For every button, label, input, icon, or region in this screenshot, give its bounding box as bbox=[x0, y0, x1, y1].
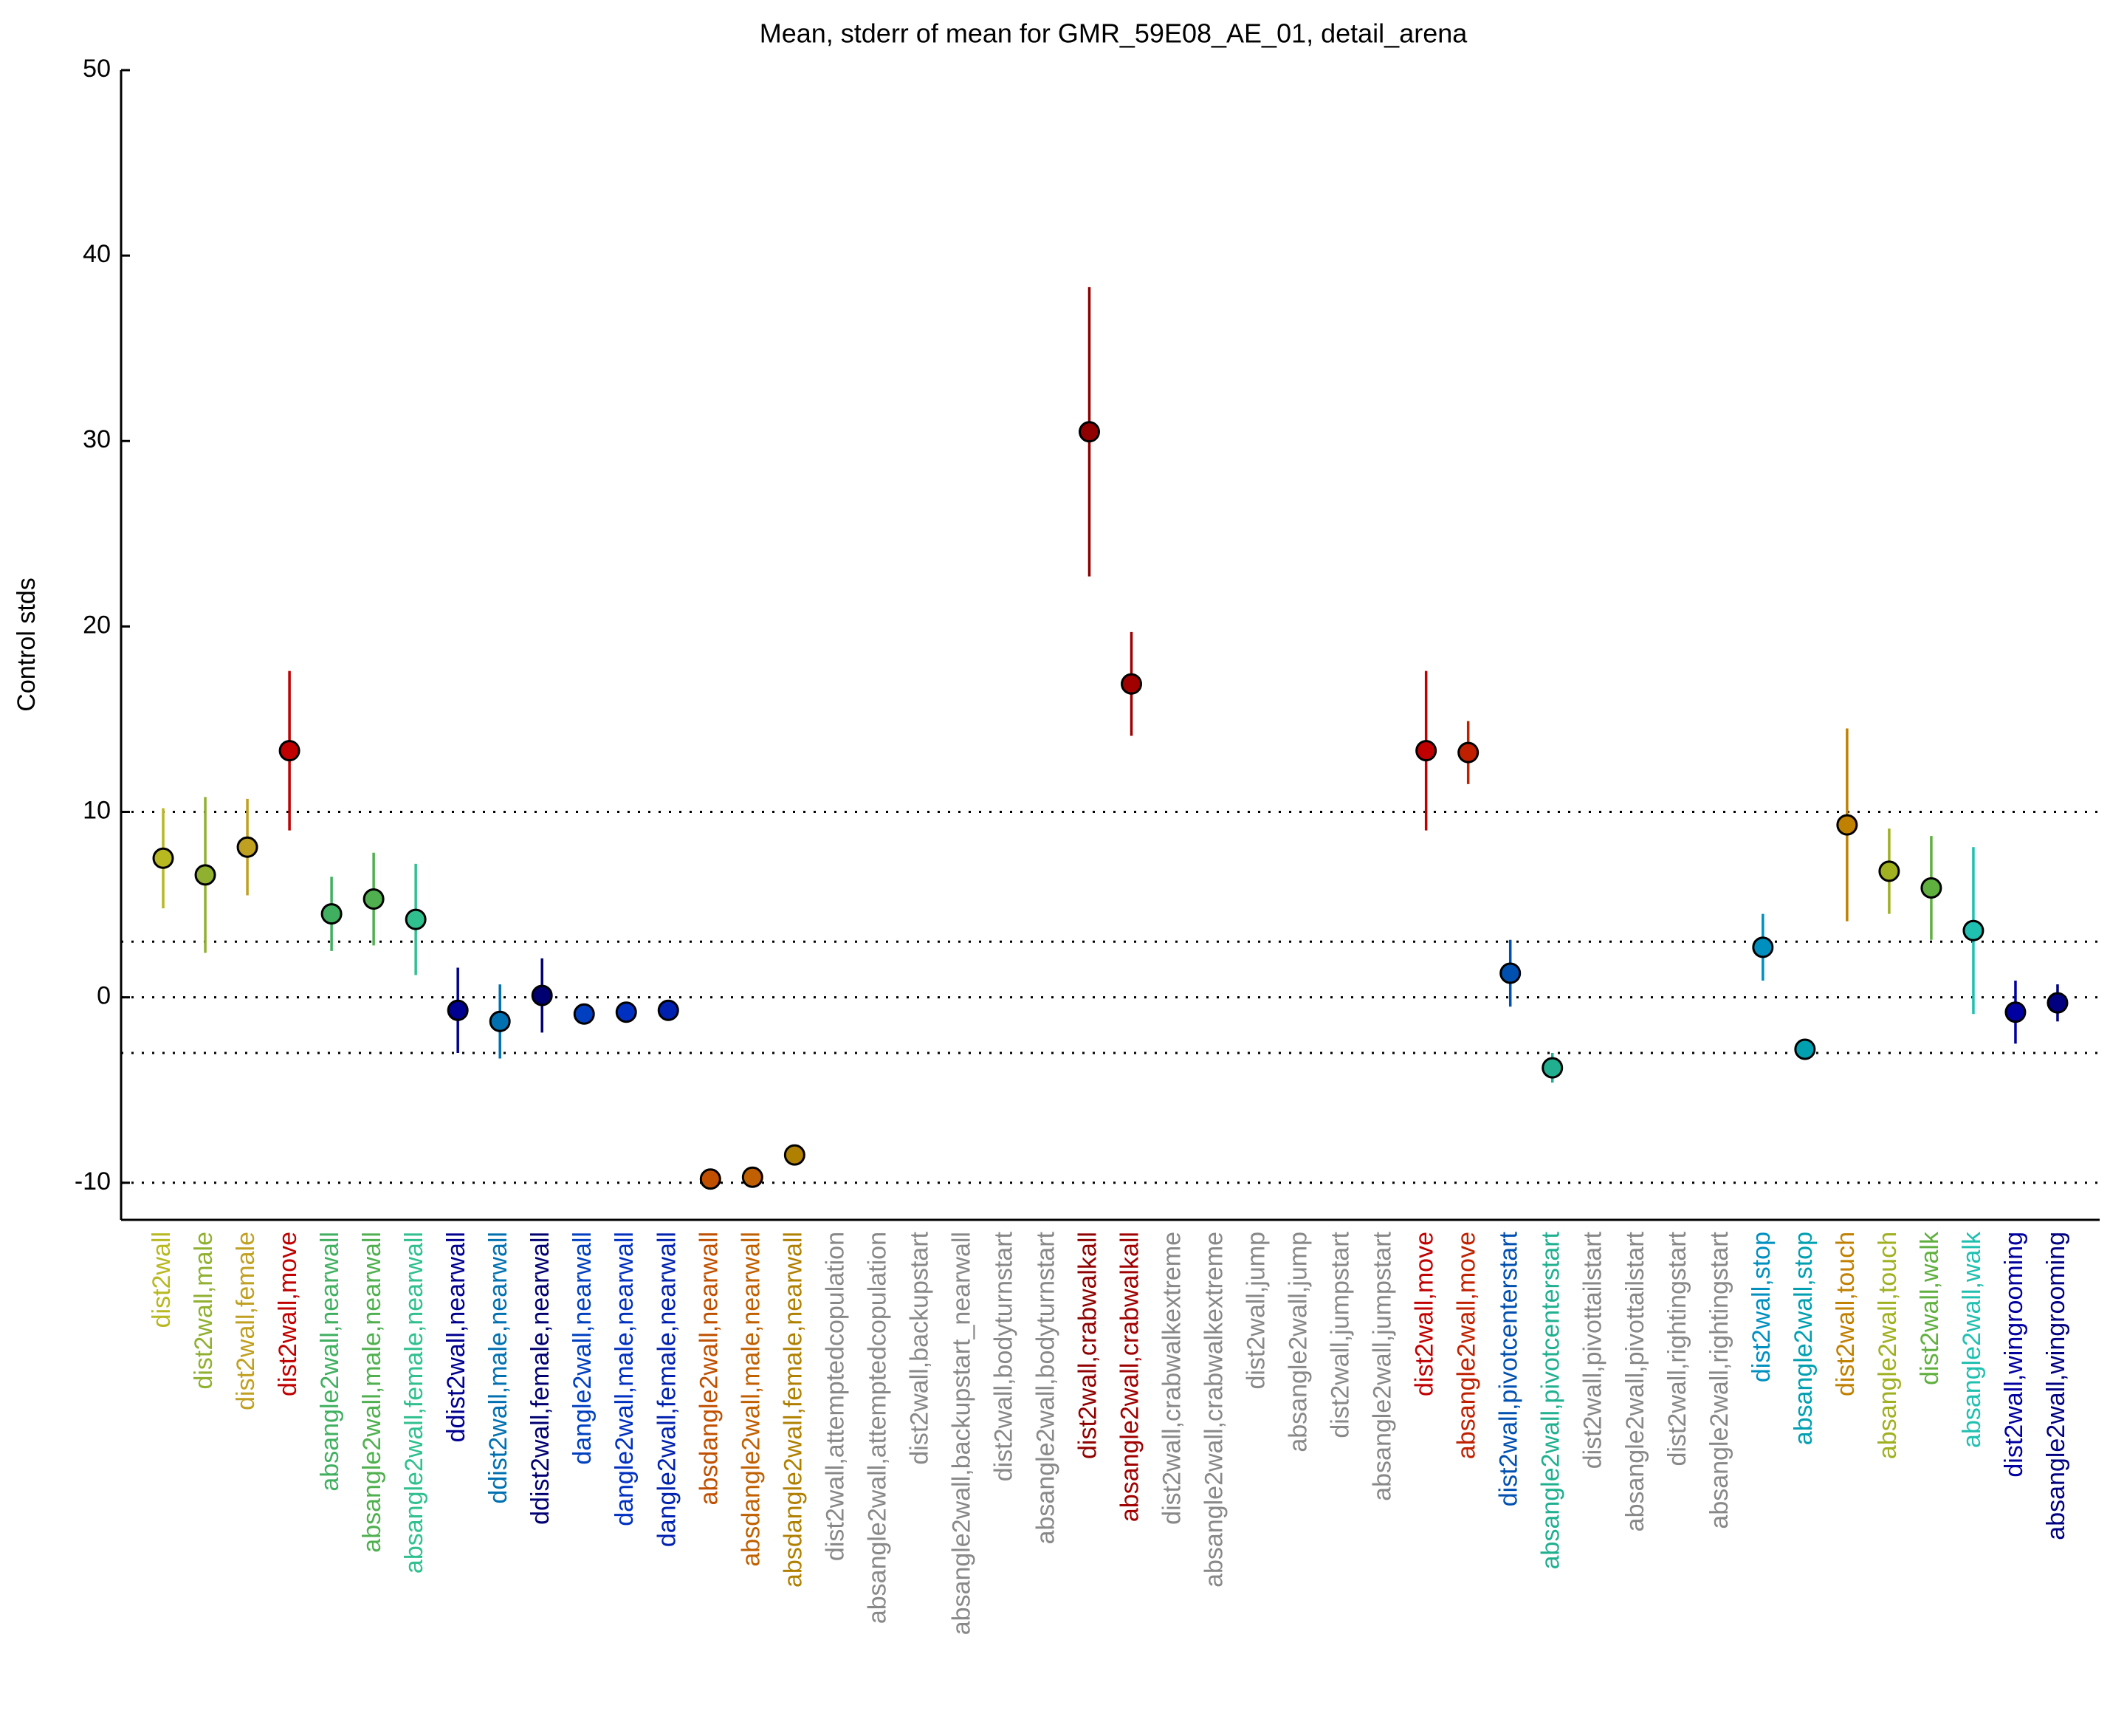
x-tick-label: absangle2wall,pivotcenterstart bbox=[1537, 1231, 1565, 1569]
x-tick-label: absangle2wall,move bbox=[1453, 1232, 1481, 1459]
mean-marker bbox=[1836, 814, 1858, 836]
mean-marker bbox=[320, 903, 343, 925]
mean-marker bbox=[236, 836, 258, 858]
x-tick-label: absangle2wall,pivottailstart bbox=[1621, 1231, 1649, 1531]
mean-marker bbox=[2004, 1001, 2027, 1023]
mean-marker bbox=[1499, 962, 1522, 984]
mean-marker bbox=[615, 1001, 637, 1023]
mean-marker bbox=[783, 1144, 805, 1166]
x-tick-label: absangle2wall,jump bbox=[1285, 1232, 1313, 1452]
x-tick-label: dangle2wall,nearwall bbox=[568, 1232, 597, 1465]
mean-marker bbox=[1078, 421, 1100, 443]
x-tick-label: absangle2wall,touch bbox=[1874, 1232, 1902, 1459]
mean-marker bbox=[1962, 919, 1984, 941]
mean-marker bbox=[405, 908, 427, 930]
mean-marker bbox=[194, 864, 216, 886]
x-tick-label: ddist2wall,male,nearwall bbox=[484, 1232, 512, 1504]
x-tick-label: absangle2wall,nearwall bbox=[316, 1232, 344, 1492]
mean-marker bbox=[362, 888, 385, 910]
x-tick-label: dist2wall,male bbox=[190, 1232, 218, 1390]
mean-marker bbox=[2047, 992, 2069, 1014]
x-tick-label: dist2wall,pivottailstart bbox=[1579, 1231, 1607, 1469]
x-tick-label: dist2wall,pivotcenterstart bbox=[1495, 1231, 1523, 1506]
x-tick-label: dist2wall,crabwalkextreme bbox=[1158, 1232, 1186, 1525]
x-tick-label: absdangle2wall,nearwall bbox=[695, 1232, 723, 1505]
mean-marker bbox=[1121, 673, 1143, 695]
y-tick-label: 50 bbox=[83, 55, 111, 83]
x-tick-label: ddist2wall,female,nearwall bbox=[526, 1232, 554, 1525]
mean-marker bbox=[1542, 1057, 1564, 1079]
x-tick-label: dist2wall,stop bbox=[1748, 1232, 1776, 1382]
chart-title: Mean, stderr of mean for GMR_59E08_AE_01… bbox=[760, 18, 1468, 49]
x-tick-label: absdangle2wall,female,nearwall bbox=[779, 1232, 807, 1588]
x-tick-label: dist2wall,jump bbox=[1243, 1232, 1271, 1390]
x-tick-label: dist2wall,walk bbox=[1916, 1231, 1944, 1385]
mean-marker bbox=[1415, 740, 1437, 762]
y-axis-label: Control stds bbox=[13, 577, 41, 711]
x-tick-label: dist2wall,jumpstart bbox=[1327, 1231, 1355, 1438]
y-tick-label: 30 bbox=[83, 425, 111, 453]
mean-marker bbox=[1457, 741, 1480, 764]
mean-marker bbox=[1794, 1038, 1816, 1060]
mean-marker bbox=[447, 999, 469, 1021]
x-tick-label: absdangle2wall,male,nearwall bbox=[737, 1232, 765, 1567]
x-tick-label: dist2wall,crabwalkall bbox=[1073, 1232, 1102, 1459]
x-tick-label: absangle2wall,wingrooming bbox=[2042, 1232, 2070, 1540]
x-tick-label: absangle2wall,backupstart_nearwall bbox=[947, 1232, 975, 1635]
x-tick-label: absangle2wall,jumpstart bbox=[1369, 1231, 1397, 1500]
x-tick-label: dangle2wall,male,nearwall bbox=[611, 1232, 639, 1526]
x-tick-label: dist2wall,bodyturnstart bbox=[989, 1231, 1017, 1481]
x-tick-label: absangle2wall,stop bbox=[1790, 1232, 1818, 1445]
mean-marker bbox=[489, 1010, 511, 1032]
x-tick-label: ddist2wall,nearwall bbox=[442, 1232, 470, 1442]
mean-marker bbox=[152, 847, 174, 869]
x-tick-label: absangle2wall,female,nearwall bbox=[400, 1232, 428, 1574]
x-tick-label: dist2wall,female bbox=[232, 1232, 260, 1410]
mean-marker bbox=[531, 984, 553, 1006]
y-tick-label: 10 bbox=[83, 797, 111, 825]
x-tick-label: absangle2wall,crabwalkextreme bbox=[1200, 1232, 1228, 1588]
x-tick-label: dist2wall,backupstart bbox=[905, 1231, 933, 1464]
x-tick-label: dist2wall,move bbox=[1411, 1232, 1439, 1396]
y-tick-label: -10 bbox=[75, 1167, 111, 1195]
mean-marker bbox=[1878, 860, 1900, 882]
x-tick-label: absangle2wall,rightingstart bbox=[1705, 1231, 1733, 1529]
x-tick-label: absangle2wall,walk bbox=[1958, 1231, 1986, 1448]
x-tick-label: dist2wall,move bbox=[274, 1232, 302, 1396]
x-tick-label: absangle2wall,bodyturnstart bbox=[1031, 1231, 1059, 1544]
mean-marker bbox=[699, 1168, 721, 1190]
x-tick-label: dist2wall,touch bbox=[1832, 1232, 1860, 1396]
x-tick-label: absangle2wall,crabwalkall bbox=[1116, 1232, 1144, 1522]
x-tick-label: dangle2wall,female,nearwall bbox=[653, 1232, 681, 1547]
x-tick-label: absangle2wall,attemptedcopulation bbox=[863, 1232, 891, 1624]
mean-marker bbox=[1752, 936, 1774, 958]
mean-marker bbox=[278, 740, 300, 762]
x-tick-label: absangle2wall,male,nearwall bbox=[358, 1232, 386, 1553]
y-tick-label: 40 bbox=[83, 240, 111, 268]
mean-marker bbox=[1920, 876, 1942, 899]
mean-marker bbox=[657, 999, 679, 1021]
x-tick-label: dist2wall,rightingstart bbox=[1663, 1231, 1691, 1466]
y-tick-label: 0 bbox=[97, 982, 111, 1010]
mean-marker bbox=[741, 1166, 763, 1188]
x-tick-label: dist2wall,attemptedcopulation bbox=[821, 1232, 849, 1561]
x-tick-label: dist2wall,wingrooming bbox=[2000, 1232, 2028, 1478]
y-tick-label: 20 bbox=[83, 611, 111, 639]
x-tick-label: dist2wall bbox=[148, 1232, 176, 1328]
mean-marker bbox=[573, 1003, 595, 1025]
